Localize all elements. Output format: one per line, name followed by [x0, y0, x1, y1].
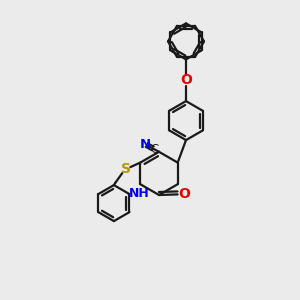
Text: N: N [139, 138, 150, 151]
Text: O: O [178, 188, 190, 201]
Text: S: S [121, 162, 131, 176]
Text: NH: NH [129, 187, 150, 200]
Text: O: O [180, 74, 192, 87]
Text: C: C [150, 143, 159, 156]
